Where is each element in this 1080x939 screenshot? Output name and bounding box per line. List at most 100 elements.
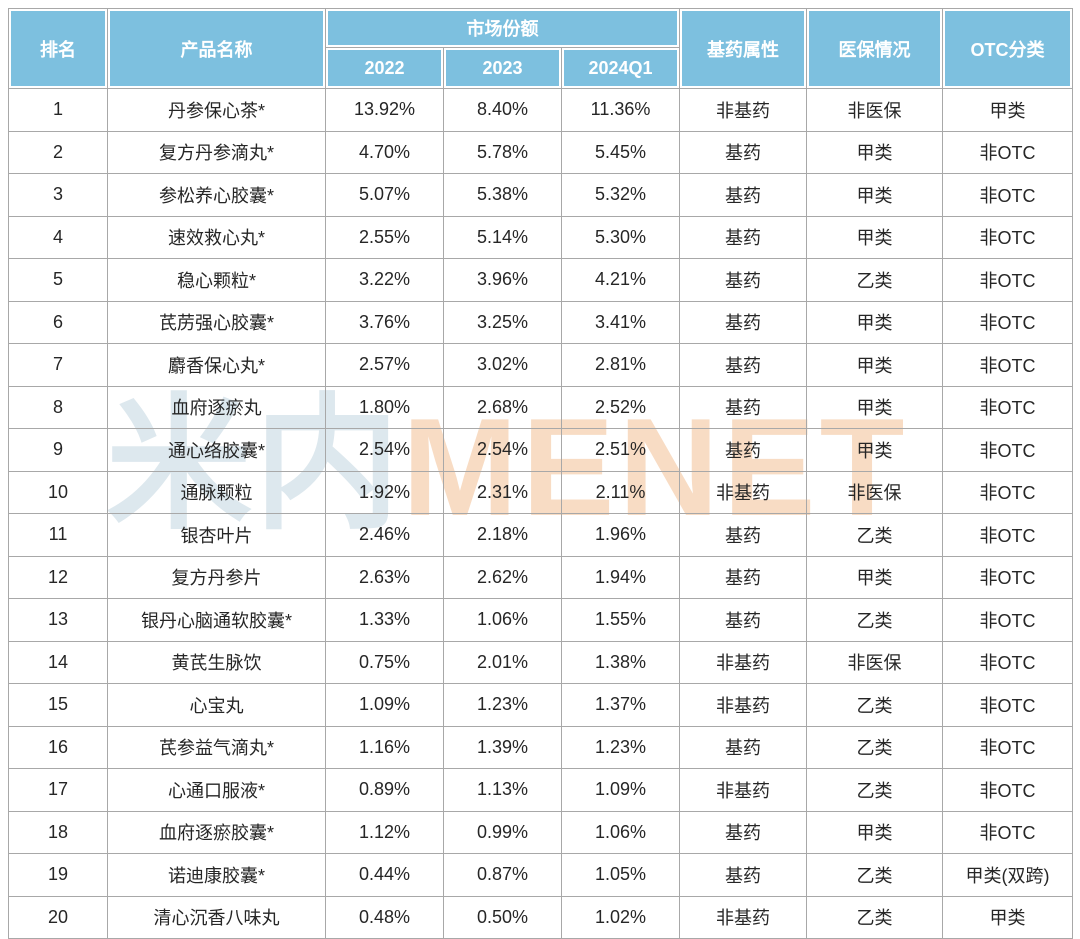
table-row: 11 银杏叶片 2.46% 2.18% 1.96% 基药 乙类 非OTC <box>8 513 1074 557</box>
share-2024q1-cell: 1.55% <box>560 598 681 642</box>
rank-cell: 7 <box>8 343 108 387</box>
share-2024q1-cell: 2.11% <box>560 470 681 514</box>
table-row: 19 诺迪康胶囊* 0.44% 0.87% 1.05% 基药 乙类 甲类(双跨) <box>8 853 1074 897</box>
rank-cell: 4 <box>8 215 108 259</box>
share-2023-cell: 0.99% <box>443 810 562 854</box>
share-2022-cell: 2.55% <box>325 215 444 259</box>
rank-cell: 19 <box>8 853 108 897</box>
header-row-top: 排名 产品名称 市场份额 基药属性 医保情况 OTC分类 <box>8 8 1074 89</box>
essential-drug-cell: 基药 <box>679 300 808 344</box>
rank-cell: 6 <box>8 300 108 344</box>
rank-cell: 10 <box>8 470 108 514</box>
essential-drug-cell: 基药 <box>679 173 808 217</box>
share-2023-cell: 2.31% <box>443 470 562 514</box>
insurance-cell: 甲类 <box>806 343 944 387</box>
product-name-cell: 芪参益气滴丸* <box>107 725 326 769</box>
share-2022-cell: 3.76% <box>325 300 444 344</box>
share-2022-cell: 5.07% <box>325 173 444 217</box>
share-2024q1-cell: 1.94% <box>560 555 681 599</box>
insurance-cell: 乙类 <box>806 853 944 897</box>
share-2023-cell: 1.23% <box>443 683 562 727</box>
col-header-2022: 2022 <box>325 47 444 89</box>
essential-drug-cell: 基药 <box>679 215 808 259</box>
share-2022-cell: 0.75% <box>325 640 444 684</box>
product-name-cell: 通脉颗粒 <box>107 470 326 514</box>
product-name-cell: 银杏叶片 <box>107 513 326 557</box>
otc-cell: 非OTC <box>942 725 1074 769</box>
share-2023-cell: 2.54% <box>443 428 562 472</box>
essential-drug-cell: 基药 <box>679 598 808 642</box>
table-row: 16 芪参益气滴丸* 1.16% 1.39% 1.23% 基药 乙类 非OTC <box>8 725 1074 769</box>
insurance-cell: 甲类 <box>806 385 944 429</box>
product-name-cell: 参松养心胶囊* <box>107 173 326 217</box>
product-name-cell: 芪苈强心胶囊* <box>107 300 326 344</box>
table-row: 14 黄芪生脉饮 0.75% 2.01% 1.38% 非基药 非医保 非OTC <box>8 640 1074 684</box>
share-2024q1-cell: 1.02% <box>560 895 681 939</box>
insurance-cell: 乙类 <box>806 598 944 642</box>
otc-cell: 非OTC <box>942 300 1074 344</box>
insurance-cell: 乙类 <box>806 258 944 302</box>
rank-cell: 18 <box>8 810 108 854</box>
otc-cell: 甲类 <box>942 895 1074 939</box>
table-row: 20 清心沉香八味丸 0.48% 0.50% 1.02% 非基药 乙类 甲类 <box>8 895 1074 939</box>
share-2022-cell: 1.80% <box>325 385 444 429</box>
essential-drug-cell: 基药 <box>679 725 808 769</box>
otc-cell: 非OTC <box>942 683 1074 727</box>
share-2022-cell: 1.12% <box>325 810 444 854</box>
table-row: 7 麝香保心丸* 2.57% 3.02% 2.81% 基药 甲类 非OTC <box>8 343 1074 387</box>
essential-drug-cell: 基药 <box>679 853 808 897</box>
share-2023-cell: 2.68% <box>443 385 562 429</box>
share-2024q1-cell: 2.52% <box>560 385 681 429</box>
share-2024q1-cell: 1.05% <box>560 853 681 897</box>
product-name-cell: 复方丹参片 <box>107 555 326 599</box>
insurance-cell: 甲类 <box>806 810 944 854</box>
insurance-cell: 乙类 <box>806 683 944 727</box>
table-row: 10 通脉颗粒 1.92% 2.31% 2.11% 非基药 非医保 非OTC <box>8 470 1074 514</box>
essential-drug-cell: 基药 <box>679 513 808 557</box>
col-header-otc: OTC分类 <box>942 8 1074 89</box>
share-2024q1-cell: 2.81% <box>560 343 681 387</box>
otc-cell: 非OTC <box>942 215 1074 259</box>
share-2024q1-cell: 1.96% <box>560 513 681 557</box>
rank-cell: 9 <box>8 428 108 472</box>
essential-drug-cell: 基药 <box>679 385 808 429</box>
product-name-cell: 复方丹参滴丸* <box>107 130 326 174</box>
share-2024q1-cell: 2.51% <box>560 428 681 472</box>
share-2022-cell: 1.92% <box>325 470 444 514</box>
share-2024q1-cell: 4.21% <box>560 258 681 302</box>
otc-cell: 非OTC <box>942 555 1074 599</box>
otc-cell: 甲类 <box>942 88 1074 132</box>
rank-cell: 13 <box>8 598 108 642</box>
share-2023-cell: 0.87% <box>443 853 562 897</box>
col-header-rank: 排名 <box>8 8 108 89</box>
col-header-market-share-group: 市场份额 <box>324 8 681 48</box>
otc-cell: 非OTC <box>942 385 1074 429</box>
share-2022-cell: 3.22% <box>325 258 444 302</box>
share-2024q1-cell: 11.36% <box>560 88 681 132</box>
table-row: 15 心宝丸 1.09% 1.23% 1.37% 非基药 乙类 非OTC <box>8 683 1074 727</box>
rank-cell: 16 <box>8 725 108 769</box>
market-share-table: 排名 产品名称 市场份额 基药属性 医保情况 OTC分类 2022 2023 2… <box>8 8 1074 939</box>
product-name-cell: 心通口服液* <box>107 768 326 812</box>
share-2023-cell: 8.40% <box>443 88 562 132</box>
share-2024q1-cell: 1.09% <box>560 768 681 812</box>
share-2023-cell: 1.06% <box>443 598 562 642</box>
rank-cell: 11 <box>8 513 108 557</box>
table-row: 12 复方丹参片 2.63% 2.62% 1.94% 基药 甲类 非OTC <box>8 555 1074 599</box>
share-2022-cell: 1.09% <box>325 683 444 727</box>
share-2023-cell: 1.39% <box>443 725 562 769</box>
table-row: 17 心通口服液* 0.89% 1.13% 1.09% 非基药 乙类 非OTC <box>8 768 1074 812</box>
table-row: 8 血府逐瘀丸 1.80% 2.68% 2.52% 基药 甲类 非OTC <box>8 385 1074 429</box>
share-2022-cell: 2.54% <box>325 428 444 472</box>
product-name-cell: 丹参保心茶* <box>107 88 326 132</box>
share-2023-cell: 2.62% <box>443 555 562 599</box>
insurance-cell: 非医保 <box>806 470 944 514</box>
essential-drug-cell: 非基药 <box>679 640 808 684</box>
otc-cell: 非OTC <box>942 130 1074 174</box>
insurance-cell: 甲类 <box>806 173 944 217</box>
share-2023-cell: 2.18% <box>443 513 562 557</box>
otc-cell: 非OTC <box>942 513 1074 557</box>
essential-drug-cell: 基药 <box>679 555 808 599</box>
share-2024q1-cell: 1.06% <box>560 810 681 854</box>
share-2022-cell: 2.63% <box>325 555 444 599</box>
